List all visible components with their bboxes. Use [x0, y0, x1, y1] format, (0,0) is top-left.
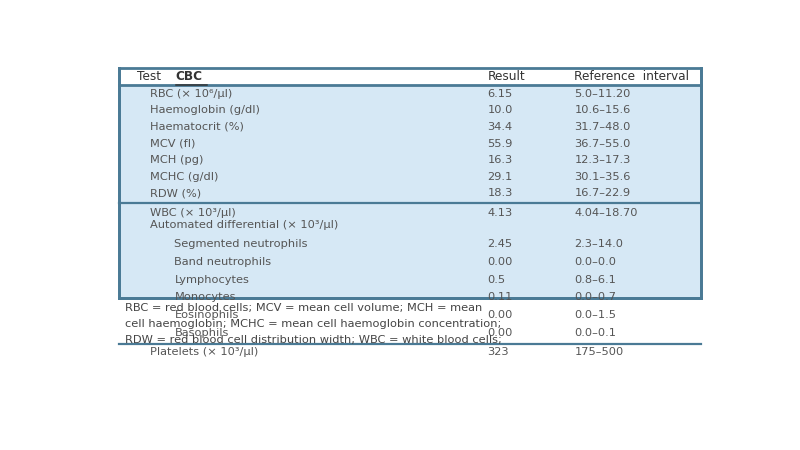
Text: Monocytes: Monocytes	[174, 292, 236, 302]
Text: 323: 323	[487, 347, 509, 357]
Text: 0.00: 0.00	[487, 328, 513, 338]
Text: 16.3: 16.3	[487, 155, 513, 165]
Text: 5.0–11.20: 5.0–11.20	[574, 89, 630, 99]
Text: 0.0–0.0: 0.0–0.0	[574, 256, 616, 266]
Text: 0.0–0.7: 0.0–0.7	[574, 292, 616, 302]
Text: 18.3: 18.3	[487, 189, 513, 198]
Text: 29.1: 29.1	[487, 172, 513, 182]
Text: Automated differential (× 10³/µl): Automated differential (× 10³/µl)	[150, 220, 338, 230]
Text: 0.5: 0.5	[487, 274, 506, 284]
Text: Basophils: Basophils	[174, 328, 229, 338]
Text: RBC (× 10⁶/µl): RBC (× 10⁶/µl)	[150, 89, 232, 99]
Text: Haemoglobin (g/dl): Haemoglobin (g/dl)	[150, 105, 259, 115]
Text: 0.00: 0.00	[487, 310, 513, 320]
Text: 55.9: 55.9	[487, 139, 513, 148]
Text: Test: Test	[138, 70, 169, 83]
Text: Haematocrit (%): Haematocrit (%)	[150, 122, 243, 132]
Text: RBC = red blood cells; MCV = mean cell volume; MCH = mean
cell haemoglobin; MCHC: RBC = red blood cells; MCV = mean cell v…	[125, 303, 502, 345]
Text: 10.0: 10.0	[487, 105, 513, 115]
Text: 175–500: 175–500	[574, 347, 623, 357]
Text: Eosinophils: Eosinophils	[174, 310, 238, 320]
Text: 31.7–48.0: 31.7–48.0	[574, 122, 630, 132]
Text: Segmented neutrophils: Segmented neutrophils	[174, 238, 308, 248]
Text: 0.0–1.5: 0.0–1.5	[574, 310, 616, 320]
Text: 0.8–6.1: 0.8–6.1	[574, 274, 616, 284]
FancyBboxPatch shape	[118, 68, 702, 298]
Text: Result: Result	[487, 70, 525, 83]
Text: CBC: CBC	[176, 70, 202, 83]
Text: 2.45: 2.45	[487, 238, 513, 248]
Text: MCHC (g/dl): MCHC (g/dl)	[150, 172, 218, 182]
Text: Platelets (× 10³/µl): Platelets (× 10³/µl)	[150, 347, 258, 357]
Text: 30.1–35.6: 30.1–35.6	[574, 172, 630, 182]
Text: 0.0–0.1: 0.0–0.1	[574, 328, 616, 338]
Text: Lymphocytes: Lymphocytes	[174, 274, 250, 284]
Text: 16.7–22.9: 16.7–22.9	[574, 189, 630, 198]
FancyBboxPatch shape	[118, 68, 702, 86]
Text: 6.15: 6.15	[487, 89, 513, 99]
Text: 4.04–18.70: 4.04–18.70	[574, 208, 638, 218]
Text: 4.13: 4.13	[487, 208, 513, 218]
Text: MCH (pg): MCH (pg)	[150, 155, 203, 165]
Text: MCV (fl): MCV (fl)	[150, 139, 195, 148]
Text: Band neutrophils: Band neutrophils	[174, 256, 271, 266]
Text: Reference  interval: Reference interval	[574, 70, 690, 83]
Text: 0.00: 0.00	[487, 256, 513, 266]
Text: 2.3–14.0: 2.3–14.0	[574, 238, 623, 248]
FancyBboxPatch shape	[118, 344, 702, 361]
Text: 12.3–17.3: 12.3–17.3	[574, 155, 630, 165]
Text: 0.11: 0.11	[487, 292, 513, 302]
Text: 10.6–15.6: 10.6–15.6	[574, 105, 630, 115]
Text: RDW (%): RDW (%)	[150, 189, 201, 198]
Text: 36.7–55.0: 36.7–55.0	[574, 139, 630, 148]
Text: 34.4: 34.4	[487, 122, 513, 132]
Text: WBC (× 10³/µl): WBC (× 10³/µl)	[150, 208, 235, 218]
